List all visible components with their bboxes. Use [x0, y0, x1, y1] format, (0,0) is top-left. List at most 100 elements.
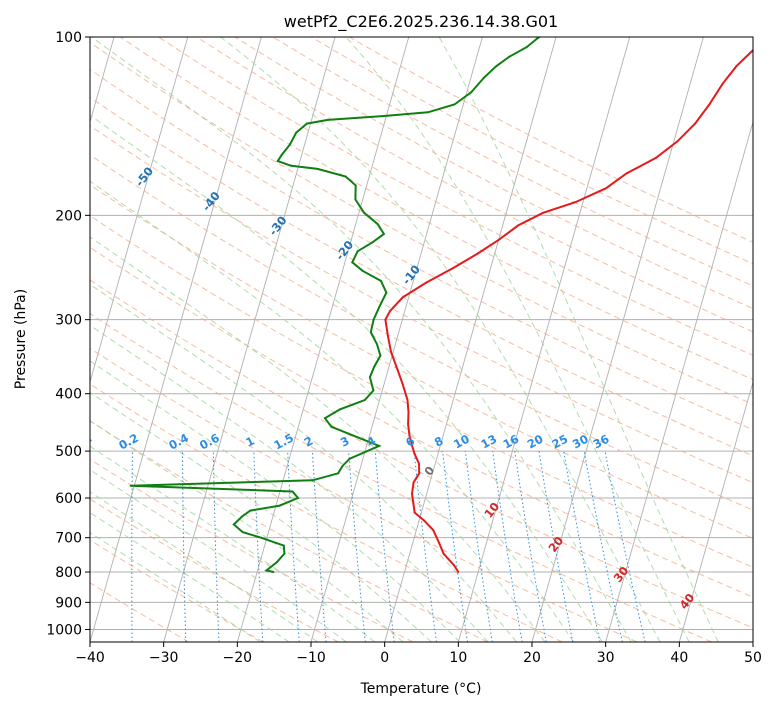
moist-adiabat — [90, 469, 347, 642]
dewpoint-profile-point — [339, 408, 342, 411]
mixing-ratio-line — [348, 451, 366, 642]
moist-adiabat — [90, 114, 603, 642]
temperature-profile-point — [425, 281, 427, 284]
dewpoint-profile-point — [337, 472, 340, 475]
mixing-ratio-label: 13 — [478, 432, 499, 452]
mixing-ratio-label: 6 — [403, 434, 417, 450]
y-axis-label: Pressure (hPa) — [13, 289, 29, 389]
dry-adiabat — [90, 96, 753, 457]
dry-adiabat — [158, 37, 753, 356]
y-axis: 100 200 300 400 500 600 700 800 900 1000 — [46, 30, 90, 638]
dewpoint-profile-point — [348, 457, 351, 460]
y-tick-label: 200 — [55, 208, 82, 224]
dry-adiabat — [90, 246, 753, 598]
temperature-profile-point — [694, 122, 697, 125]
temperature-profile-point — [407, 423, 410, 425]
dewpoint-profile-point — [282, 544, 285, 547]
mixing-ratio-label: 10 — [451, 432, 472, 452]
curve-annotations: 0.10.20.40.611.52346810131620253036-100-… — [66, 140, 697, 612]
isotherm-line — [457, 37, 631, 642]
dewpoint-profile-point — [453, 103, 456, 106]
dewpoint-profile-point — [385, 291, 388, 294]
dry-adiabat — [90, 582, 190, 642]
temperature-profile-point — [676, 140, 679, 143]
mixing-ratio-line — [604, 451, 646, 642]
temperature-profile-point — [721, 82, 724, 85]
temperature-profile-point — [411, 492, 413, 495]
dewpoint-profile-point — [265, 569, 268, 572]
y-tick-label: 500 — [55, 444, 82, 460]
dewpoint-profile-point — [129, 484, 132, 487]
dewpoint-profile-point — [341, 465, 344, 468]
dewpoint-profile-point — [363, 399, 366, 401]
dewpoint-profile-point — [288, 143, 291, 146]
x-tick-label: 10 — [449, 650, 467, 666]
dewpoint-profile-point — [373, 365, 376, 368]
x-axis-label: Temperature (°C) — [360, 681, 482, 697]
dewpoint-profile-point — [525, 46, 528, 49]
dry-adiabat — [90, 279, 753, 629]
dewpoint-profile-point — [278, 504, 281, 507]
moist-adiabat — [90, 283, 517, 642]
temperature-profile-point — [423, 519, 426, 522]
temperature-profile-point — [401, 382, 404, 385]
mixing-ratio-line — [413, 451, 437, 642]
dewpoint-profile-point — [305, 122, 308, 125]
dewpoint-profile-point — [330, 425, 333, 428]
moist-adiabat-label: -60 — [66, 140, 90, 165]
moist-adiabat — [90, 491, 319, 642]
temperature-profile-point — [497, 238, 500, 241]
mixing-ratio-label: 1 — [243, 434, 257, 450]
moist-adiabat — [90, 391, 432, 642]
isotherm-line — [384, 37, 557, 642]
moist-adiabat — [90, 180, 575, 642]
isotherm-line — [236, 37, 410, 642]
moist-adiabat — [91, 37, 632, 642]
dewpoint-profile-point — [351, 261, 354, 264]
mixing-ratio-line — [374, 451, 395, 642]
mixing-ratio-line — [563, 451, 601, 642]
dewpoint-profile-point — [368, 376, 371, 379]
temperature-profile-point — [453, 564, 456, 567]
mixing-ratio-line — [311, 451, 327, 642]
moist-adiabat — [90, 420, 404, 642]
x-tick-label: 0 — [380, 650, 389, 666]
mixing-ratio-label: 20 — [525, 432, 546, 452]
dewpoint-profile-point — [297, 497, 299, 499]
moist-adiabat — [90, 360, 461, 642]
temperature-profile-point — [605, 187, 608, 190]
dewpoint-profile-point — [249, 509, 252, 512]
dewpoint-profile-point — [371, 241, 374, 244]
dry-adiabat — [90, 420, 488, 642]
moist-adiabat-label: 10 — [481, 500, 502, 521]
dewpoint-profile-point — [232, 523, 235, 526]
dry-adiabat — [90, 184, 753, 539]
mixing-ratio-line — [253, 451, 264, 642]
temperature-profile-point — [432, 529, 435, 532]
temperature-profile-point — [395, 365, 398, 368]
temperature-profile-point — [389, 309, 392, 312]
dry-adiabat — [90, 125, 753, 484]
sounding-series — [129, 37, 753, 573]
x-tick-label: −20 — [223, 650, 253, 666]
dewpoint-profile-point — [495, 65, 498, 68]
temperature-profile-point — [476, 252, 479, 255]
x-axis: −40 −30 −20 −10 0 10 20 30 40 50 — [75, 642, 762, 666]
dewpoint-profile-point — [379, 354, 382, 357]
x-tick-label: −10 — [296, 650, 326, 666]
isotherm-line — [752, 640, 753, 642]
dewpoint-profile-point — [326, 118, 329, 121]
y-tick-label: 1000 — [46, 622, 82, 638]
isotherm-line — [163, 37, 336, 642]
isotherm-line — [678, 380, 753, 642]
dewpoint-profile-point — [240, 515, 243, 518]
dewpoint-profile-point — [291, 490, 294, 493]
dry-adiabat — [272, 37, 753, 287]
moist-adiabat-label: 20 — [545, 534, 566, 555]
background-grid — [90, 37, 753, 642]
dewpoint-profile-point — [260, 536, 262, 539]
mixing-ratio-label: 25 — [549, 432, 570, 452]
x-tick-label: −30 — [149, 650, 179, 666]
dewpoint-profile-point — [470, 91, 473, 94]
mixing-ratio-line — [583, 451, 623, 642]
